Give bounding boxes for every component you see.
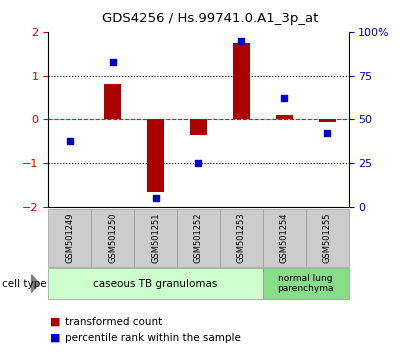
Text: caseous TB granulomas: caseous TB granulomas: [93, 279, 218, 289]
Text: GSM501252: GSM501252: [194, 213, 203, 263]
Bar: [190, 120, 207, 135]
Text: ■: ■: [50, 333, 61, 343]
Bar: [233, 43, 250, 120]
Bar: [147, 120, 164, 192]
Text: GSM501250: GSM501250: [108, 213, 117, 263]
Text: GSM501251: GSM501251: [151, 213, 160, 263]
Point: [152, 195, 159, 201]
Text: ■: ■: [50, 317, 61, 327]
Text: GSM501255: GSM501255: [323, 213, 332, 263]
Polygon shape: [32, 275, 39, 292]
Point: [109, 59, 116, 64]
Text: GSM501254: GSM501254: [280, 213, 289, 263]
Text: normal lung
parenchyma: normal lung parenchyma: [278, 274, 334, 293]
Point: [238, 38, 245, 44]
Point: [281, 96, 288, 101]
Text: GSM501249: GSM501249: [65, 213, 74, 263]
Bar: [104, 84, 121, 120]
Point: [324, 131, 331, 136]
Bar: [318, 120, 336, 122]
Text: percentile rank within the sample: percentile rank within the sample: [65, 333, 241, 343]
Text: GSM501253: GSM501253: [237, 213, 246, 263]
Text: cell type: cell type: [2, 279, 47, 289]
Text: GDS4256 / Hs.99741.0.A1_3p_at: GDS4256 / Hs.99741.0.A1_3p_at: [102, 12, 318, 25]
Point: [66, 138, 73, 143]
Text: transformed count: transformed count: [65, 317, 163, 327]
Bar: [276, 115, 293, 120]
Point: [195, 160, 202, 166]
